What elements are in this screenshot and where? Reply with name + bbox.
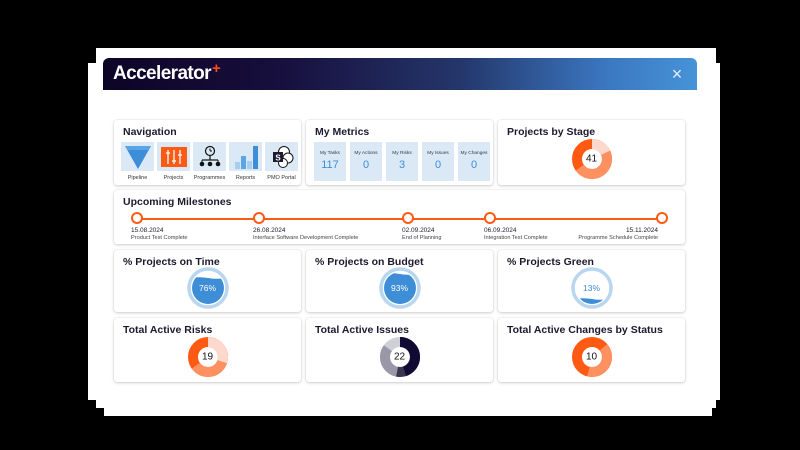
metric-my-tasks[interactable]: My Tasks 117 — [314, 142, 346, 181]
hierarchy-clock-icon — [193, 142, 226, 171]
card-title: % Projects on Budget — [315, 256, 424, 268]
nav-item-programmes[interactable]: Programmes — [193, 142, 226, 181]
card-title: Total Active Risks — [123, 324, 213, 336]
risks-donut[interactable]: 19 — [187, 336, 229, 378]
projects-by-stage-card: Projects by Stage 41 — [498, 120, 685, 185]
nav-item-pmo-portal[interactable]: S PMO Portal — [265, 142, 298, 181]
projects-on-budget-card: % Projects on Budget 93% — [306, 250, 493, 312]
milestone-marker-icon[interactable] — [656, 212, 668, 224]
my-metrics-card: My Metrics My Tasks 117 My Actions 0 My Ri… — [306, 120, 493, 185]
projects-on-time-card: % Projects on Time 76% — [114, 250, 301, 312]
gauge-value: 93% — [390, 283, 409, 293]
gauge-value: 76% — [198, 283, 217, 293]
nav-item-reports[interactable]: Reports — [229, 142, 262, 181]
metric-my-risks[interactable]: My Risks 3 — [386, 142, 418, 181]
total-active-changes-card: Total Active Changes by Status 10 — [498, 318, 685, 382]
navigation-card: Navigation Pipeline Projects Programmes … — [114, 120, 301, 185]
donut-total: 19 — [201, 351, 214, 363]
metric-my-issues[interactable]: My Issues 0 — [422, 142, 454, 181]
bar-chart-icon — [229, 142, 262, 171]
sharepoint-icon: S — [265, 142, 298, 171]
projects-by-stage-donut[interactable]: 41 — [571, 138, 613, 180]
issues-donut[interactable]: 22 — [379, 336, 421, 378]
milestone-marker-icon[interactable] — [253, 212, 265, 224]
card-title: Upcoming Milestones — [123, 196, 232, 208]
title-bar: Accelerator + × — [103, 58, 697, 90]
projects-green-card: % Projects Green 13% — [498, 250, 685, 312]
close-button[interactable]: × — [667, 64, 687, 84]
on-budget-gauge[interactable]: 93% — [378, 267, 421, 309]
funnel-icon — [121, 142, 154, 171]
close-icon: × — [671, 64, 683, 84]
svg-text:S: S — [275, 153, 281, 162]
timeline-line — [136, 218, 663, 220]
card-title: Total Active Issues — [315, 324, 409, 336]
app-logo: Accelerator + — [113, 60, 221, 85]
metric-my-actions[interactable]: My Actions 0 — [350, 142, 382, 181]
total-active-risks-card: Total Active Risks 19 — [114, 318, 301, 382]
metric-my-changes[interactable]: My Changes 0 — [458, 142, 490, 181]
on-time-gauge[interactable]: 76% — [186, 267, 229, 309]
donut-total: 22 — [393, 351, 406, 363]
projects-sliders-icon — [157, 142, 190, 171]
card-title: Projects by Stage — [507, 126, 596, 138]
milestone-marker-icon[interactable] — [484, 212, 496, 224]
changes-donut[interactable]: 10 — [571, 336, 613, 378]
plus-icon: + — [211, 60, 221, 77]
donut-total: 41 — [585, 153, 598, 165]
gauge-value: 13% — [582, 283, 601, 293]
upcoming-milestones-card: Upcoming Milestones 15.08.2024 Product T… — [114, 190, 685, 244]
app-title: Accelerator — [113, 63, 212, 84]
nav-item-pipeline[interactable]: Pipeline — [121, 142, 154, 181]
total-active-issues-card: Total Active Issues 22 — [306, 318, 493, 382]
green-gauge[interactable]: 13% — [570, 267, 613, 309]
donut-total: 10 — [585, 351, 598, 363]
card-title: My Metrics — [315, 126, 370, 138]
card-title: % Projects Green — [507, 256, 594, 268]
card-title: Navigation — [123, 126, 177, 138]
nav-item-projects[interactable]: Projects — [157, 142, 190, 181]
card-title: % Projects on Time — [123, 256, 220, 268]
window-frame — [104, 400, 712, 416]
window-frame — [96, 400, 104, 408]
card-title: Total Active Changes by Status — [507, 324, 663, 336]
milestone-marker-icon[interactable] — [402, 212, 414, 224]
milestone-marker-icon[interactable] — [131, 212, 143, 224]
